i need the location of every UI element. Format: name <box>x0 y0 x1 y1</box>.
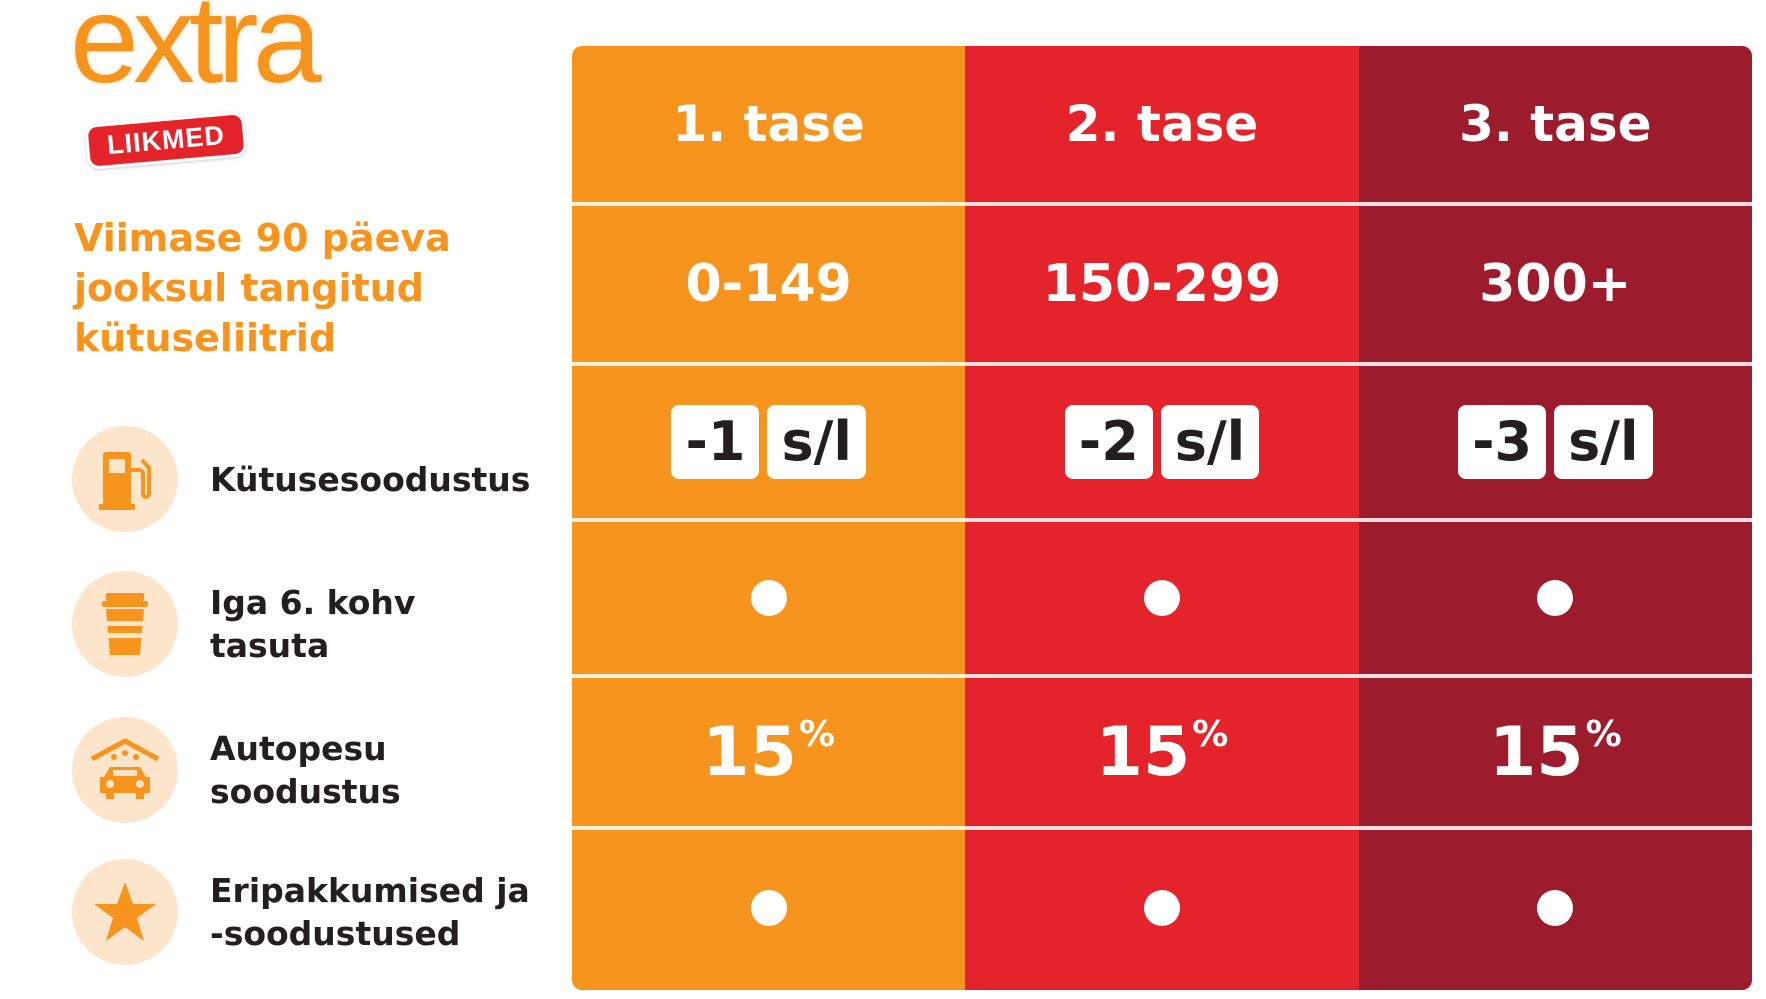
star-icon <box>72 859 178 965</box>
wash-value: 15 <box>1095 712 1191 792</box>
fuel-discount-cell: -2 s/l <box>965 362 1359 518</box>
discount-value: -1 <box>671 405 760 479</box>
discount-unit: s/l <box>1160 405 1260 479</box>
wash-unit: % <box>1192 713 1229 755</box>
benefit-label: Eripakkumised ja -soodustused <box>210 871 530 953</box>
wash-unit: % <box>798 713 836 755</box>
offers-cell <box>1358 826 1752 986</box>
coffee-cell <box>1358 518 1752 674</box>
fuel-pump-icon <box>72 426 178 532</box>
wash-value: 15 <box>702 712 797 792</box>
tier-header: 3. tase <box>1459 95 1652 153</box>
logo-wordmark: extra <box>70 0 322 109</box>
offers-cell <box>965 826 1359 986</box>
benefit-label: Autopesu soodustus <box>210 729 401 811</box>
benefit-fuel: Kütusesoodustus <box>72 426 530 532</box>
benefit-label: Iga 6. kohv tasuta <box>210 583 416 665</box>
benefit-carwash: Autopesu soodustus <box>72 717 430 823</box>
carwash-cell: 15% <box>1358 674 1752 826</box>
included-dot <box>1143 580 1180 616</box>
included-dot <box>1143 890 1180 926</box>
tier-liters: 150-299 <box>965 202 1359 362</box>
coffee-cup-icon <box>72 571 178 677</box>
fuel-discount-cell: -3 s/l <box>1358 362 1752 518</box>
tier-column-3: 3. tase 300+ -3 s/l 15% <box>1358 46 1752 990</box>
car-wash-icon <box>72 717 178 823</box>
coffee-cell <box>965 518 1359 674</box>
tier-liters: 300+ <box>1358 202 1752 362</box>
benefit-label: Kütusesoodustus <box>210 459 531 499</box>
fuel-discount-cell: -1 s/l <box>572 362 966 518</box>
wash-value: 15 <box>1488 712 1584 792</box>
tier-liters: 0-149 <box>572 202 966 362</box>
carwash-cell: 15% <box>965 674 1359 826</box>
tier-column-2: 2. tase 150-299 -2 s/l 15% <box>965 46 1359 990</box>
coffee-cell <box>572 518 966 674</box>
discount-unit: s/l <box>1554 405 1653 479</box>
included-dot <box>1537 580 1574 616</box>
included-dot <box>750 580 787 616</box>
included-dot <box>750 890 787 926</box>
logo-badge: LIIKMED <box>84 111 248 170</box>
tier-table: 1. tase 0-149 -1 s/l 15% 2. tase 150-299… <box>572 46 1752 990</box>
wash-unit: % <box>1585 713 1622 755</box>
tier-header: 1. tase <box>672 95 865 153</box>
tier-header: 2. tase <box>1065 95 1259 153</box>
extra-logo: extra LIIKMED <box>70 0 370 170</box>
benefit-coffee: Iga 6. kohv tasuta <box>72 571 430 677</box>
discount-value: -2 <box>1064 405 1153 479</box>
discount-value: -3 <box>1458 405 1547 479</box>
benefit-offers: Eripakkumised ja -soodustused <box>72 859 530 965</box>
tier-column-1: 1. tase 0-149 -1 s/l 15% <box>572 46 966 990</box>
discount-unit: s/l <box>767 405 866 479</box>
included-dot <box>1537 890 1574 926</box>
liters-row-label: Viimase 90 päeva jooksul tangitud kütuse… <box>74 216 451 360</box>
offers-cell <box>572 826 966 986</box>
carwash-cell: 15% <box>572 674 966 826</box>
